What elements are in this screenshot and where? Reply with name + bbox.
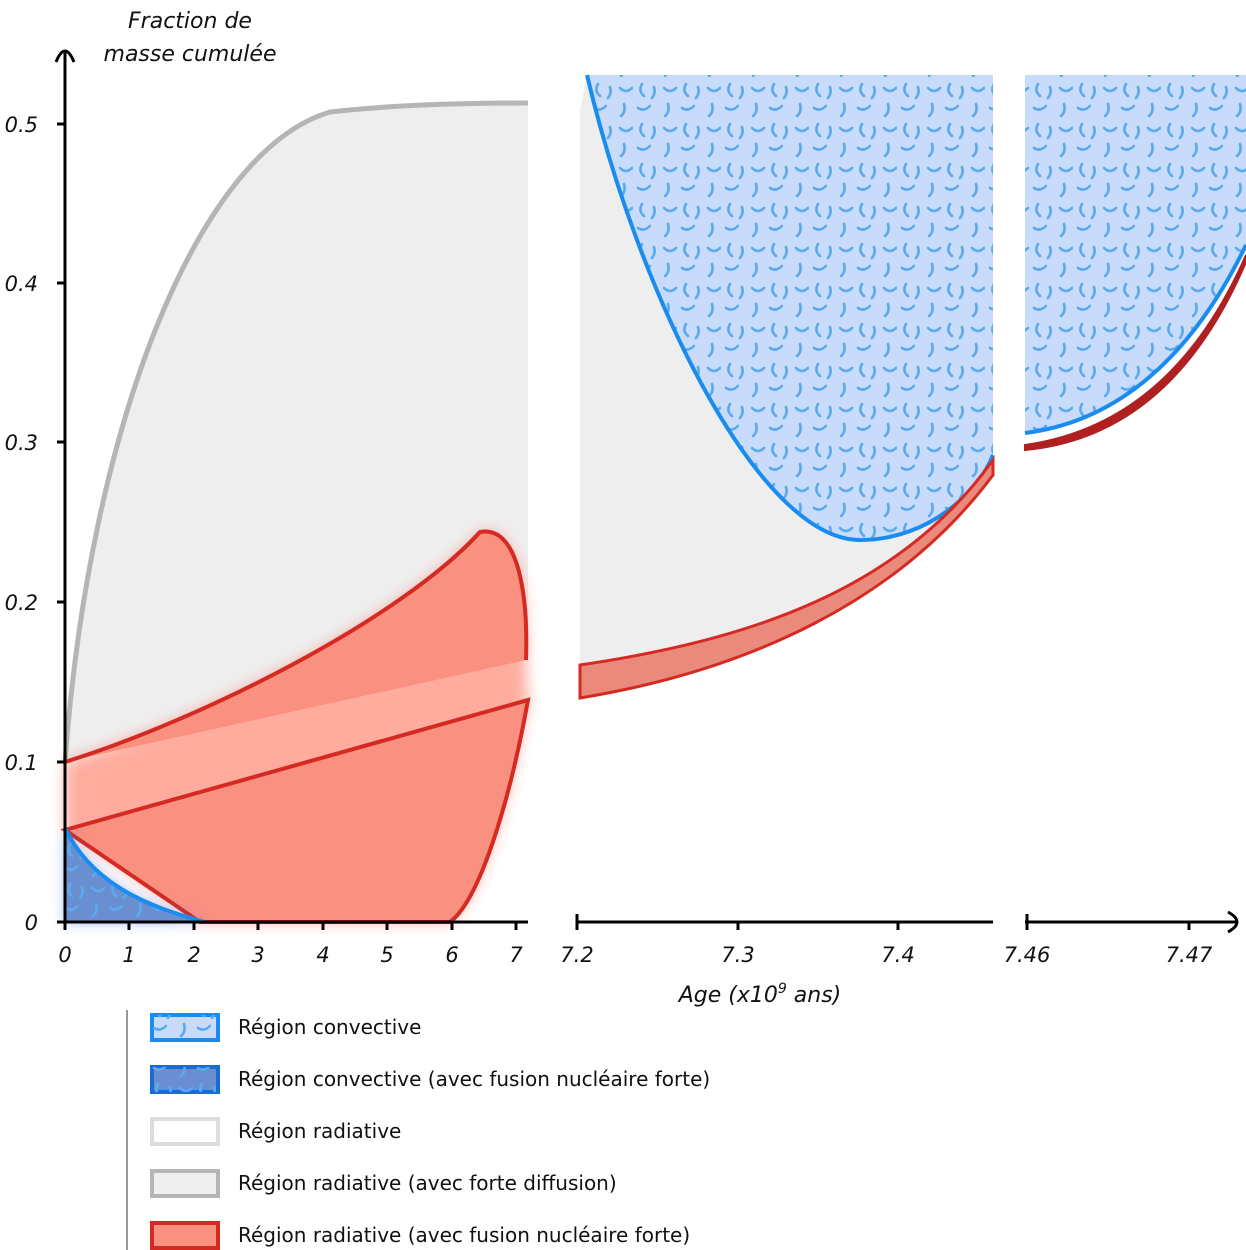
x-tick-label: 6 bbox=[445, 943, 458, 967]
x-tick-label: 4 bbox=[316, 943, 329, 967]
legend-label: Région convective bbox=[238, 1015, 421, 1039]
x-tick-label: 7.4 bbox=[881, 943, 914, 967]
legend-label: Région convective (avec fusion nucléaire… bbox=[238, 1067, 710, 1091]
x-tick-label: 7.2 bbox=[560, 943, 593, 967]
x-tick-label: 1 bbox=[122, 943, 135, 967]
legend-label: Région radiative (avec forte diffusion) bbox=[238, 1171, 617, 1195]
y-tick-label: 0.5 bbox=[5, 113, 38, 137]
x-title-part: 9 bbox=[778, 981, 787, 997]
x-tick-label: 7.46 bbox=[1004, 943, 1051, 967]
axes bbox=[54, 49, 1239, 934]
legend-label: Région radiative bbox=[238, 1119, 401, 1143]
x-tick-label: 0 bbox=[58, 943, 71, 967]
y-tick-label: 0.2 bbox=[5, 591, 38, 615]
x-title-part: Age (x10 bbox=[677, 983, 778, 1008]
y-title: masse cumulée bbox=[104, 42, 277, 67]
labels: Fraction de masse cumulée 0 0.1 0.2 0.3 0.4 0.5… bbox=[5, 9, 1213, 1247]
x-tick-label: 2 bbox=[187, 943, 200, 967]
x-title: Age (x109 ans) bbox=[677, 981, 842, 1008]
x-tick-label: 5 bbox=[380, 943, 393, 967]
legend-label: Région radiative (avec fusion nucléaire … bbox=[238, 1223, 690, 1247]
x-tick-label: 7 bbox=[509, 943, 523, 967]
y-tick-label: 0.4 bbox=[5, 272, 38, 296]
x-tick-label: 7.47 bbox=[1166, 943, 1213, 967]
x-tick-label: 3 bbox=[251, 943, 264, 967]
legend-swatches bbox=[150, 1013, 220, 1250]
regions bbox=[60, 74, 1246, 924]
y-tick-label: 0.3 bbox=[5, 431, 38, 455]
x-tick-label: 7.3 bbox=[721, 943, 754, 967]
y-tick-label: 0.1 bbox=[5, 751, 38, 775]
x-title-part: ans) bbox=[787, 983, 841, 1008]
y-title: Fraction de bbox=[128, 9, 252, 34]
y-tick-label: 0 bbox=[25, 911, 38, 935]
